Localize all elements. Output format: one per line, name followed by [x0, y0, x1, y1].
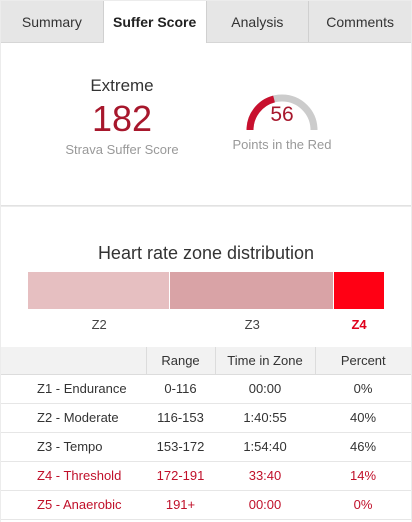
header-percent: Percent — [315, 347, 411, 375]
table-row: Z4 - Threshold 172-191 33:40 14% — [1, 461, 411, 491]
points-in-red-value: 56 — [270, 103, 294, 126]
zones-table: Range Time in Zone Percent Z1 - Enduranc… — [1, 347, 411, 520]
suffer-score-value: 182 — [91, 98, 153, 139]
zone-name: Z2 - Moderate — [1, 403, 146, 433]
gauge-arc — [246, 94, 318, 131]
zone-percent: 0% — [315, 490, 411, 520]
zone-bar-z2 — [28, 272, 170, 309]
table-row: Z1 - Endurance 0-116 00:00 0% — [1, 374, 411, 404]
zone-time: 1:54:40 — [215, 432, 315, 462]
zone-range: 191+ — [146, 490, 215, 520]
zone-range: 172-191 — [146, 461, 215, 491]
suffer-score-caption: Strava Suffer Score — [65, 142, 179, 157]
header-zone — [1, 347, 147, 375]
points-in-red-caption: Points in the Red — [232, 137, 332, 152]
zone-label-z4: Z4 — [351, 317, 367, 332]
tab-comments[interactable]: Comments — [326, 13, 394, 30]
zone-percent: 0% — [315, 374, 411, 404]
zone-range: 116-153 — [146, 403, 215, 433]
zone-distribution-panel: Heart rate zone distribution Z2 Z3 Z4 Rang… — [1, 207, 411, 522]
zone-time: 00:00 — [215, 490, 315, 520]
intensity-level: Extreme — [90, 76, 154, 95]
zone-range: 153-172 — [146, 432, 215, 462]
zone-name: Z4 - Threshold — [1, 461, 146, 491]
tab-summary[interactable]: Summary — [1, 1, 104, 42]
zone-time: 1:40:55 — [215, 403, 315, 433]
table-header-row: Range Time in Zone Percent — [1, 347, 411, 375]
zone-name: Z5 - Anaerobic — [1, 490, 146, 520]
distribution-title: Heart rate zone distribution — [97, 243, 315, 263]
header-time-in-zone: Time in Zone — [215, 347, 316, 375]
zone-range: 0-116 — [146, 374, 215, 404]
zone-label-z2: Z2 — [91, 317, 107, 332]
zone-percent: 46% — [315, 432, 411, 462]
table-row: Z3 - Tempo 153-172 1:54:40 46% — [1, 432, 411, 462]
suffer-score-panel: Extreme 182 Strava Suffer Score 56 Point… — [1, 43, 411, 206]
zone-time: 33:40 — [215, 461, 315, 491]
points-in-red-gauge: 56 — [229, 93, 335, 153]
tab-analysis[interactable]: Analysis — [207, 1, 310, 42]
zone-percent: 40% — [315, 403, 411, 433]
zone-bar-z4 — [334, 272, 384, 309]
zone-name: Z3 - Tempo — [1, 432, 146, 462]
gauge-fill — [246, 95, 276, 131]
zone-time: 00:00 — [215, 374, 315, 404]
tab-bar: Summary Suffer Score Analysis Comments — [1, 1, 411, 44]
table-row: Z5 - Anaerobic 191+ 00:00 0% — [1, 490, 411, 520]
tab-suffer-score[interactable]: Suffer Score — [103, 1, 207, 44]
zone-bar-z3 — [170, 272, 334, 309]
zone-percent: 14% — [315, 461, 411, 491]
zone-label-z3: Z3 — [244, 317, 260, 332]
zone-name: Z1 - Endurance — [1, 374, 146, 404]
table-row: Z2 - Moderate 116-153 1:40:55 40% — [1, 403, 411, 433]
header-range: Range — [146, 347, 216, 375]
suffer-score-summary: Extreme 182 Strava Suffer Score — [47, 76, 197, 157]
